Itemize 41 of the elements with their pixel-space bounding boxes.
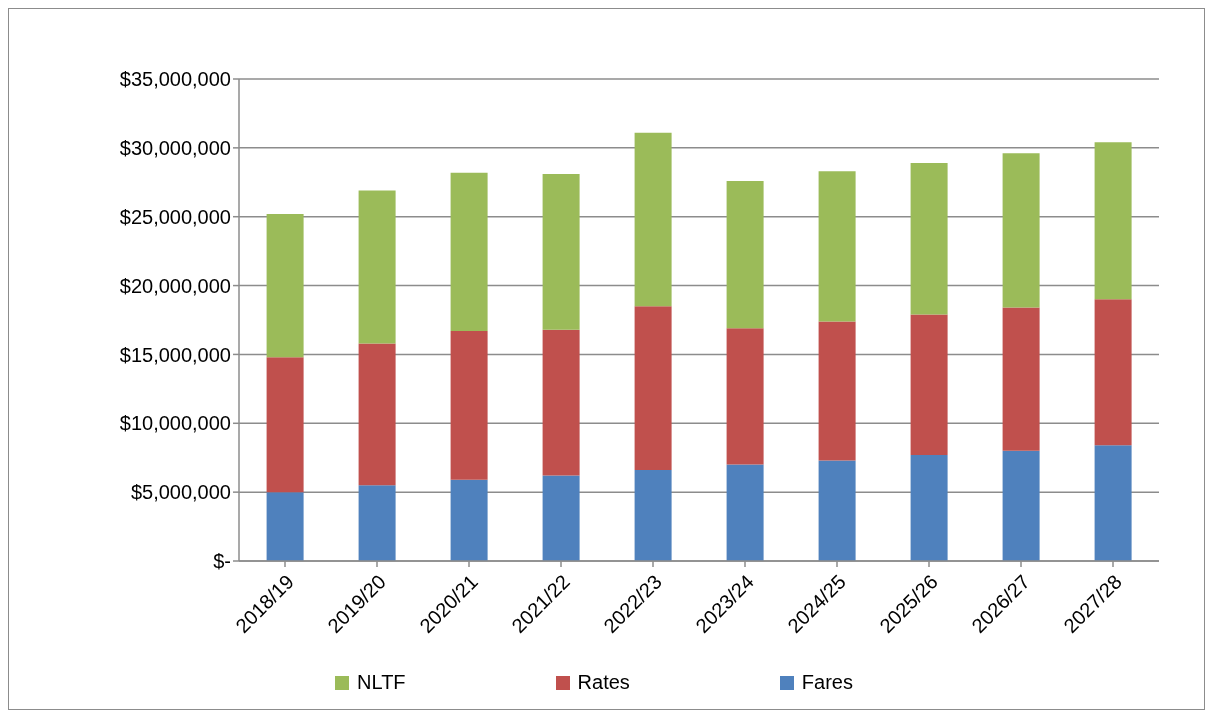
bar: [542, 475, 580, 561]
bar: [266, 213, 304, 358]
y-tick-label: $10,000,000: [119, 412, 231, 435]
y-tick-label: $35,000,000: [119, 68, 231, 91]
y-tick-label: $5,000,000: [130, 481, 231, 504]
y-tick-label: $30,000,000: [119, 136, 231, 159]
bar: [358, 190, 396, 344]
bar: [450, 331, 488, 480]
bar: [818, 171, 856, 322]
bar: [726, 464, 764, 561]
bar: [910, 314, 948, 455]
bar: [450, 479, 488, 561]
y-tick-label: $-: [213, 550, 231, 573]
bar: [634, 306, 672, 471]
legend-label: Fares: [801, 671, 853, 694]
bar: [542, 174, 580, 330]
bar: [818, 460, 856, 561]
bar: [266, 357, 304, 493]
bar: [358, 485, 396, 561]
bar: [1094, 299, 1132, 446]
bar: [726, 328, 764, 465]
bar: [910, 454, 948, 561]
y-tick-label: $20,000,000: [119, 274, 231, 297]
bar: [1002, 450, 1040, 561]
bar: [266, 492, 304, 561]
bar: [1002, 153, 1040, 308]
bar: [910, 163, 948, 315]
bar: [1094, 445, 1132, 561]
bar: [818, 321, 856, 461]
bar: [358, 343, 396, 486]
bar: [634, 470, 672, 561]
bar: [634, 132, 672, 307]
y-tick-label: $25,000,000: [119, 205, 231, 228]
bar: [1094, 142, 1132, 300]
bar: [542, 329, 580, 476]
y-tick-label: $15,000,000: [119, 343, 231, 366]
legend-label: Rates: [577, 671, 630, 694]
bar: [450, 172, 488, 332]
legend-label: NLTF: [357, 671, 406, 694]
bar: [726, 180, 764, 329]
bar: [1002, 307, 1040, 451]
